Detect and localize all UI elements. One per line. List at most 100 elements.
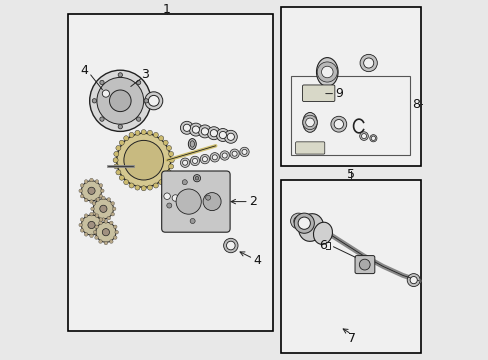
Circle shape xyxy=(113,158,118,163)
Circle shape xyxy=(95,198,99,202)
Circle shape xyxy=(84,180,88,183)
Circle shape xyxy=(113,225,117,229)
Circle shape xyxy=(97,77,143,124)
Circle shape xyxy=(89,234,93,238)
Circle shape xyxy=(99,194,102,198)
Circle shape xyxy=(102,196,105,200)
Circle shape xyxy=(195,176,199,180)
Circle shape xyxy=(212,155,217,160)
Circle shape xyxy=(223,238,238,253)
Circle shape xyxy=(305,118,314,127)
Circle shape xyxy=(81,181,102,201)
Text: 2: 2 xyxy=(249,195,257,208)
Circle shape xyxy=(180,158,189,167)
Circle shape xyxy=(226,241,235,250)
Circle shape xyxy=(148,95,159,106)
Circle shape xyxy=(172,195,178,201)
FancyBboxPatch shape xyxy=(162,171,230,232)
Circle shape xyxy=(207,127,220,140)
Circle shape xyxy=(99,240,102,243)
Circle shape xyxy=(180,197,186,203)
Circle shape xyxy=(136,117,141,121)
Text: 7: 7 xyxy=(348,332,356,345)
Text: 6: 6 xyxy=(318,239,326,252)
Circle shape xyxy=(118,73,122,77)
Circle shape xyxy=(119,140,124,145)
Text: 4: 4 xyxy=(253,255,261,267)
Circle shape xyxy=(99,229,102,232)
Circle shape xyxy=(159,136,163,141)
Circle shape xyxy=(166,145,171,150)
Circle shape xyxy=(359,54,377,72)
Circle shape xyxy=(99,218,102,221)
Circle shape xyxy=(129,132,134,138)
Circle shape xyxy=(210,130,217,137)
Circle shape xyxy=(96,216,100,220)
Circle shape xyxy=(205,195,210,200)
Circle shape xyxy=(182,180,187,185)
Circle shape xyxy=(92,202,96,205)
Bar xyxy=(68,14,273,331)
Ellipse shape xyxy=(188,139,196,149)
Circle shape xyxy=(190,219,195,224)
Circle shape xyxy=(370,136,375,140)
Circle shape xyxy=(112,207,116,211)
Circle shape xyxy=(109,240,113,243)
Circle shape xyxy=(100,205,107,212)
Circle shape xyxy=(294,213,314,233)
Text: 1: 1 xyxy=(163,3,171,15)
Circle shape xyxy=(93,199,113,219)
Circle shape xyxy=(407,274,419,287)
Circle shape xyxy=(222,153,227,158)
Circle shape xyxy=(95,225,98,229)
Circle shape xyxy=(163,175,168,180)
Circle shape xyxy=(166,170,171,175)
Circle shape xyxy=(96,222,116,242)
Circle shape xyxy=(290,213,306,229)
Circle shape xyxy=(163,140,168,145)
Circle shape xyxy=(81,215,102,235)
Circle shape xyxy=(359,132,367,140)
Circle shape xyxy=(302,115,317,130)
Ellipse shape xyxy=(298,214,323,241)
Circle shape xyxy=(88,187,95,194)
Circle shape xyxy=(141,186,146,191)
Circle shape xyxy=(89,212,93,216)
Circle shape xyxy=(93,230,97,234)
Ellipse shape xyxy=(190,141,194,147)
Circle shape xyxy=(95,180,99,183)
Circle shape xyxy=(135,185,140,190)
Circle shape xyxy=(190,156,199,166)
Bar xyxy=(280,180,420,353)
Circle shape xyxy=(129,183,134,188)
Circle shape xyxy=(84,214,88,217)
Circle shape xyxy=(201,128,208,135)
Circle shape xyxy=(203,193,221,211)
FancyBboxPatch shape xyxy=(302,85,334,102)
Circle shape xyxy=(192,126,199,133)
Circle shape xyxy=(114,152,119,157)
Circle shape xyxy=(242,149,246,154)
Circle shape xyxy=(169,192,181,204)
Circle shape xyxy=(168,164,173,169)
Circle shape xyxy=(135,130,140,135)
Circle shape xyxy=(100,117,104,121)
Circle shape xyxy=(183,124,190,131)
Circle shape xyxy=(113,236,117,239)
Circle shape xyxy=(229,149,239,158)
FancyBboxPatch shape xyxy=(295,142,324,154)
Circle shape xyxy=(317,62,337,82)
Circle shape xyxy=(227,133,234,140)
Circle shape xyxy=(111,212,114,216)
Circle shape xyxy=(79,189,82,193)
Circle shape xyxy=(161,190,172,202)
Circle shape xyxy=(409,276,416,284)
Circle shape xyxy=(330,116,346,132)
Circle shape xyxy=(116,145,121,150)
Circle shape xyxy=(239,147,249,157)
Circle shape xyxy=(99,221,102,225)
Circle shape xyxy=(114,164,119,169)
Circle shape xyxy=(298,217,310,229)
Circle shape xyxy=(107,216,110,220)
Circle shape xyxy=(111,202,114,205)
